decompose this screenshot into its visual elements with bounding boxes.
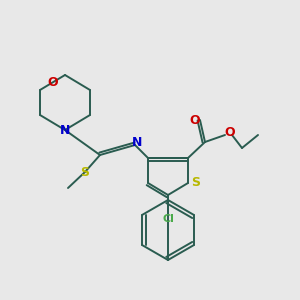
Text: O: O	[190, 113, 200, 127]
Text: O: O	[47, 76, 58, 89]
Text: O: O	[225, 125, 235, 139]
Text: N: N	[60, 124, 70, 136]
Text: S: S	[191, 176, 200, 190]
Text: S: S	[80, 166, 89, 178]
Text: Cl: Cl	[162, 214, 174, 224]
Text: N: N	[132, 136, 142, 148]
